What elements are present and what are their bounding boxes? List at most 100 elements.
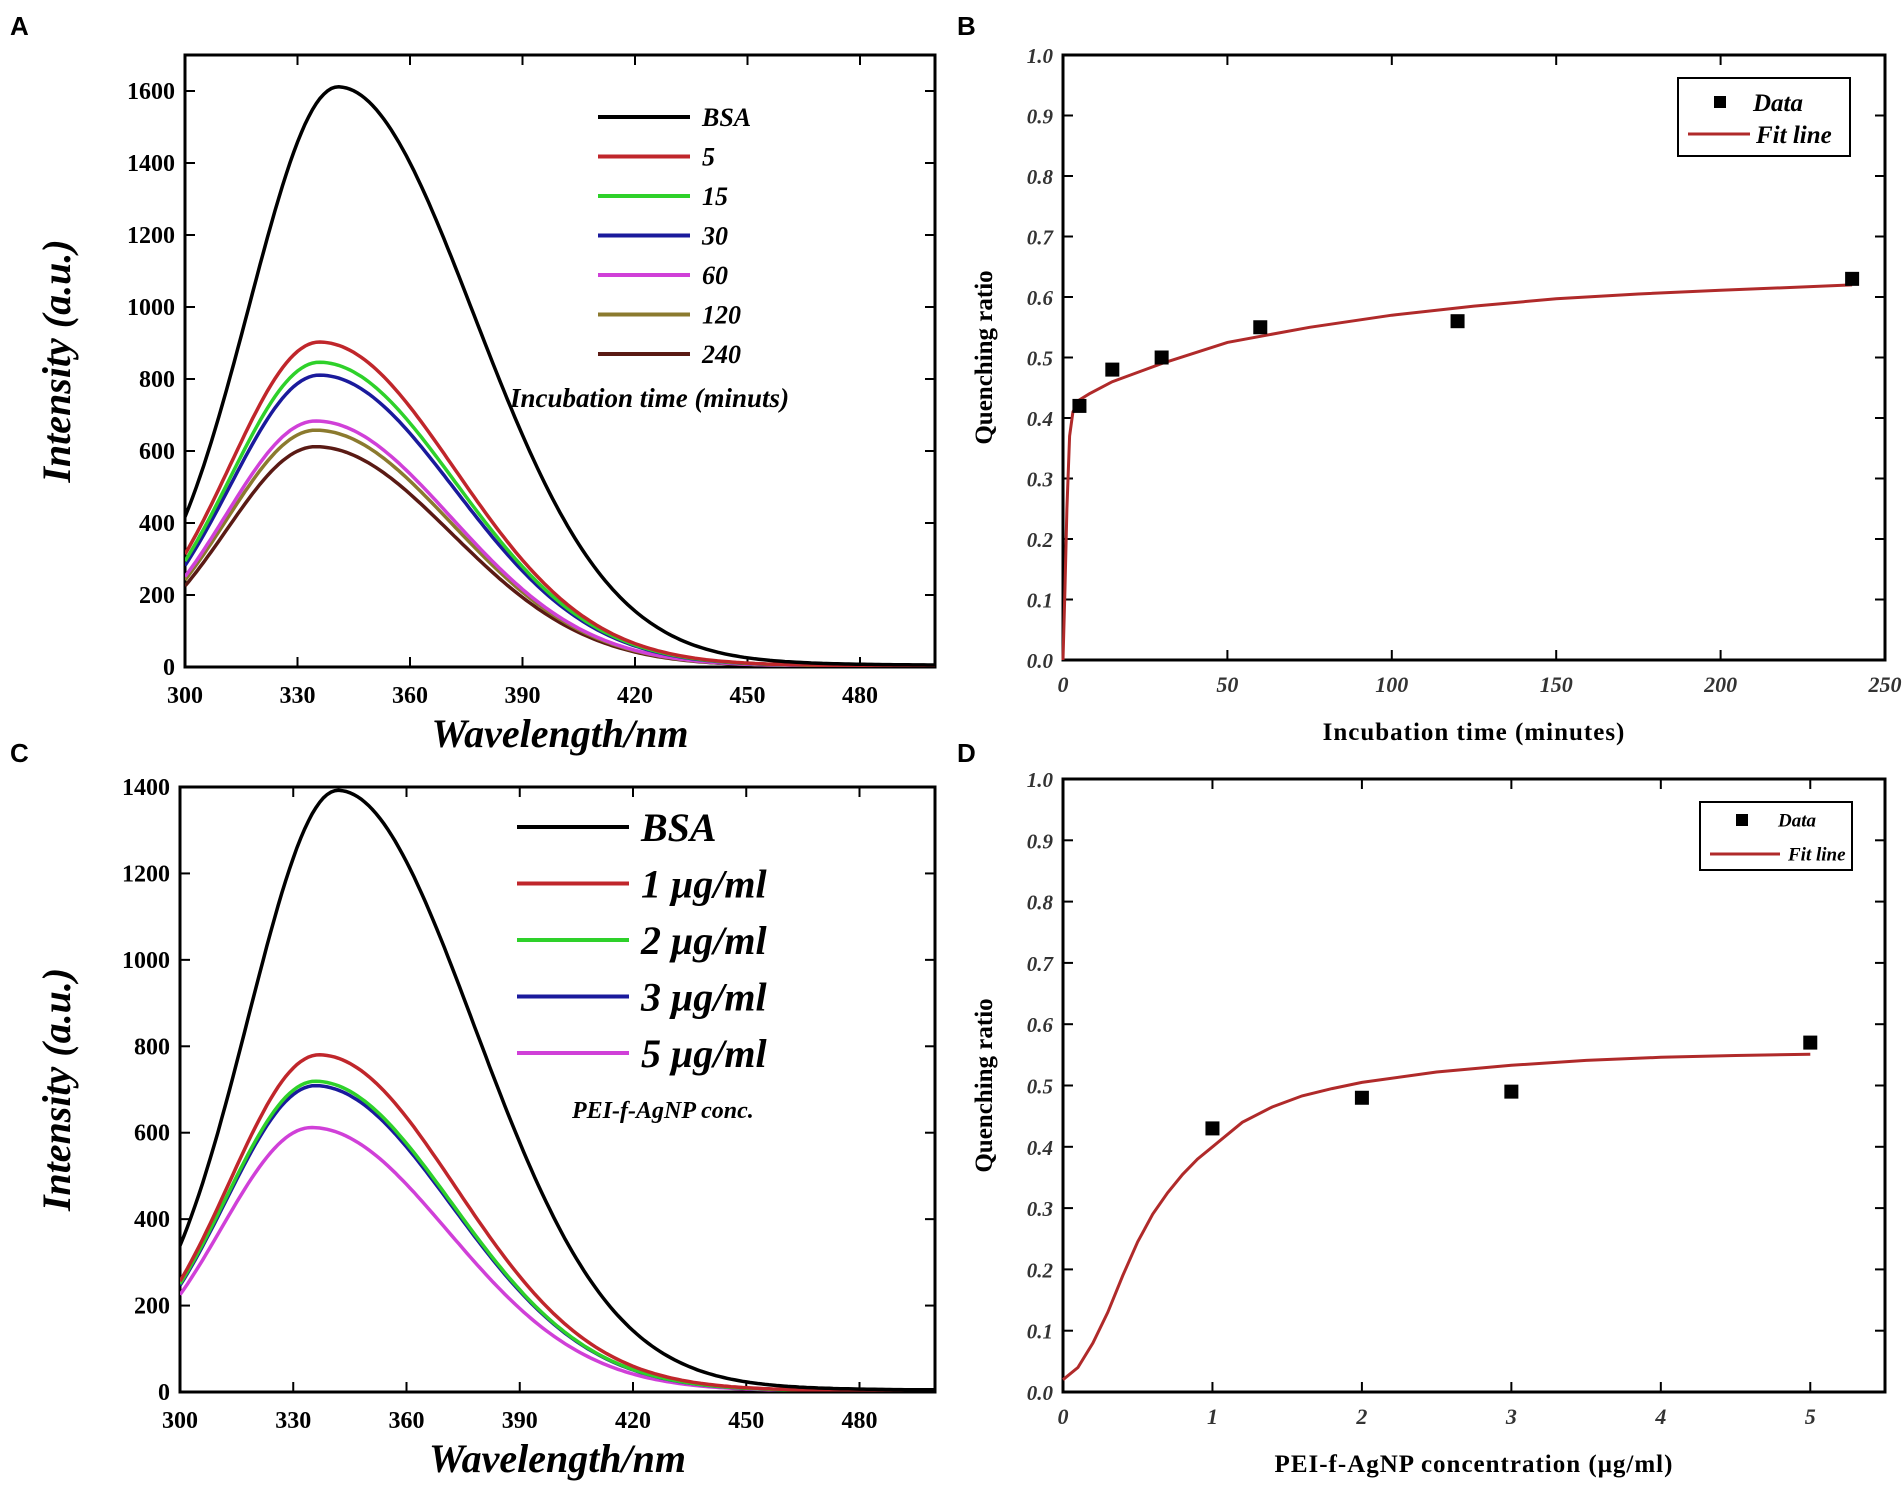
x-tick-label: 3 <box>1505 1404 1517 1429</box>
y-tick-label: 0.5 <box>1027 1075 1053 1099</box>
y-tick-label: 0 <box>158 1380 170 1406</box>
data-point <box>1354 1090 1369 1105</box>
y-tick-label: 0.7 <box>1027 952 1055 976</box>
series-group <box>180 788 935 1392</box>
y-axis-label: Intensity (a.u.) <box>34 968 79 1212</box>
panel-b: B 0 50 100 150 200 250 0.0 0.1 0.2 0.3 0.4 0.5 0.6 0.7… <box>957 11 1902 746</box>
data-point <box>1105 362 1120 377</box>
x-tick-label: 300 <box>167 683 203 709</box>
y-tick-label: 0.6 <box>1027 1013 1054 1037</box>
y-tick-label: 0 <box>163 655 175 681</box>
data-point <box>1154 350 1169 365</box>
x-tick-label: 480 <box>842 683 878 709</box>
y-tick-label: 0.2 <box>1027 528 1054 552</box>
legend-marker <box>1714 96 1726 108</box>
data-point <box>1450 314 1465 329</box>
y-tick-label: 200 <box>134 1294 170 1320</box>
plot-frame <box>178 785 937 1394</box>
series-line-2-g-ml <box>180 1079 935 1392</box>
legend-label: 15 <box>702 182 728 211</box>
x-tick-label: 200 <box>1703 672 1737 697</box>
x-tick-label: 360 <box>392 683 428 709</box>
x-tick-label: 450 <box>728 1408 764 1434</box>
data-point <box>1504 1084 1519 1099</box>
legend-label-fit: Fit line <box>1755 122 1832 149</box>
x-axis-label: PEI-f-AgNP concentration (μg/ml) <box>1275 1451 1674 1478</box>
legend-title: Incubation time (minuts) <box>509 383 789 413</box>
legend-label-fit: Fit line <box>1787 845 1846 866</box>
series-line-bsa <box>180 788 935 1392</box>
data-point <box>1845 271 1860 286</box>
y-tick-label: 0.8 <box>1027 891 1054 915</box>
series-line-5 <box>185 340 935 667</box>
y-tick-label: 0.0 <box>1027 649 1054 673</box>
y-tick-label: 1400 <box>122 775 170 801</box>
y-tick-label: 800 <box>139 367 175 393</box>
panel-a: A 300 330 360 390 420 450 480 0 200 400 600 800 1000 1… <box>10 11 937 756</box>
legend-label: BSA <box>701 103 751 132</box>
y-tick-label: 0.1 <box>1027 1320 1053 1344</box>
series-line-5-g-ml <box>180 1125 935 1392</box>
y-tick-label: 0.9 <box>1027 105 1054 129</box>
y-tick-label: 0.2 <box>1027 1258 1054 1282</box>
y-tick-label: 0.4 <box>1027 407 1053 431</box>
y-axis-label: Quenching ratio <box>971 270 998 444</box>
plot-frame <box>183 53 937 669</box>
y-axis-label: Quenching ratio <box>971 998 998 1172</box>
data-point <box>1072 398 1087 413</box>
y-tick-label: 0.4 <box>1027 1136 1053 1160</box>
panel-label-b: B <box>957 11 976 41</box>
y-tick-label: 600 <box>139 439 175 465</box>
y-tick-label: 1200 <box>127 223 175 249</box>
legend-label: 1 μg/ml <box>641 862 767 907</box>
y-tick-label: 400 <box>139 511 175 537</box>
y-tick-label: 1000 <box>122 948 170 974</box>
y-tick-label: 0.0 <box>1027 1381 1054 1405</box>
x-tick-label: 420 <box>615 1408 651 1434</box>
series-line-120 <box>185 428 935 667</box>
y-tick-label: 0.3 <box>1027 468 1053 492</box>
y-tick-label: 400 <box>134 1207 170 1233</box>
x-tick-label: 1 <box>1207 1404 1218 1429</box>
legend-label: 240 <box>701 340 741 369</box>
legend-label-data: Data <box>1752 90 1803 117</box>
x-tick-label: 300 <box>162 1408 198 1434</box>
x-tick-label: 0 <box>1058 1404 1069 1429</box>
y-tick-label: 0.8 <box>1027 165 1054 189</box>
x-tick-label: 390 <box>505 683 541 709</box>
x-tick-label: 150 <box>1540 672 1573 697</box>
x-tick-label: 50 <box>1216 672 1238 697</box>
x-tick-label: 4 <box>1654 1404 1666 1429</box>
legend-label: 5 <box>702 143 715 172</box>
data-point <box>1253 320 1268 335</box>
legend-title: PEI-f-AgNP conc. <box>571 1098 754 1124</box>
x-tick-label: 250 <box>1868 672 1902 697</box>
panel-label-c: C <box>10 738 29 768</box>
x-tick-label: 2 <box>1355 1404 1367 1429</box>
legend-label: 120 <box>702 301 741 330</box>
x-axis-label: Incubation time (minutes) <box>1323 719 1626 746</box>
x-tick-label: 100 <box>1375 672 1408 697</box>
y-tick-label: 1600 <box>127 79 175 105</box>
y-tick-label: 0.9 <box>1027 829 1054 853</box>
x-axis-label: Wavelength/nm <box>429 1436 686 1481</box>
x-tick-label: 420 <box>617 683 653 709</box>
legend-marker <box>1736 814 1748 826</box>
series-line-1-g-ml <box>180 1053 935 1392</box>
series-line-240 <box>185 444 935 667</box>
y-axis-label: Intensity (a.u.) <box>34 239 79 483</box>
series-line-60 <box>185 419 935 667</box>
legend-label: 30 <box>701 222 728 251</box>
legend-label: 2 μg/ml <box>640 918 767 963</box>
y-tick-label: 600 <box>134 1121 170 1147</box>
x-tick-label: 480 <box>842 1408 878 1434</box>
y-tick-label: 0.6 <box>1027 286 1054 310</box>
y-tick-label: 1.0 <box>1027 44 1054 68</box>
y-tick-label: 1400 <box>127 151 175 177</box>
fit-line <box>1062 1052 1811 1381</box>
x-tick-label: 390 <box>502 1408 538 1434</box>
series-line-bsa <box>185 85 935 667</box>
x-axis-label: Wavelength/nm <box>431 711 688 756</box>
y-tick-label: 200 <box>139 583 175 609</box>
data-point <box>1803 1035 1818 1050</box>
